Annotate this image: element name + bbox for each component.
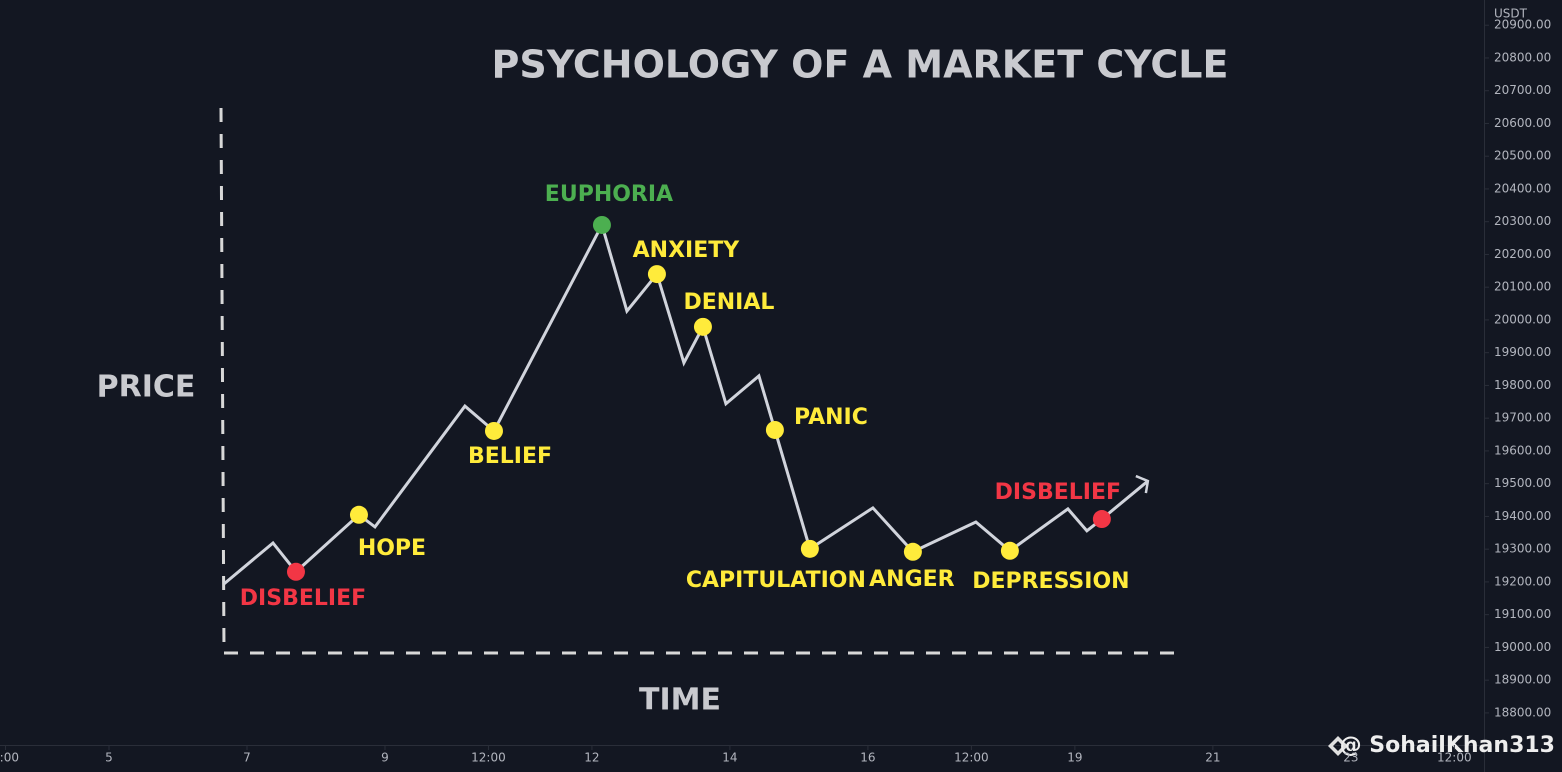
stage-marker [349, 505, 368, 524]
stage-marker [1092, 510, 1111, 529]
y-tick-label: 18800.00 [1494, 705, 1551, 719]
y-tick-label: 19500.00 [1494, 476, 1551, 490]
stage-marker [484, 421, 503, 440]
stage-marker [647, 265, 666, 284]
y-axis-label: PRICE [97, 370, 196, 405]
stage-label: DEPRESSION [972, 569, 1129, 594]
y-tick-label: 19000.00 [1494, 640, 1551, 654]
y-tick-label: 19700.00 [1494, 411, 1551, 425]
y-tick-label: 19800.00 [1494, 378, 1551, 392]
y-tick-label: 20400.00 [1494, 181, 1551, 195]
y-tick-label: 19300.00 [1494, 542, 1551, 556]
x-tick-label: 21 [1205, 751, 1220, 765]
y-tick-label: 19200.00 [1494, 574, 1551, 588]
stage-label: ANXIETY [633, 238, 741, 263]
stage-marker [286, 562, 305, 581]
stage-label: BELIEF [468, 444, 552, 469]
y-tick-label: 19400.00 [1494, 509, 1551, 523]
x-axis-label: TIME [639, 683, 721, 718]
stage-label: EUPHORIA [545, 182, 673, 207]
price-axis-sketch [219, 107, 226, 653]
y-tick-label: 18900.00 [1494, 673, 1551, 687]
stage-marker [693, 317, 712, 336]
x-tick-label: 7 [243, 751, 251, 765]
stage-label: DISBELIEF [995, 480, 1121, 505]
x-tick-label: 12:00 [471, 751, 506, 765]
y-tick-label: 20900.00 [1494, 18, 1551, 32]
x-tick-label: 14 [722, 751, 737, 765]
y-tick-label: 20000.00 [1494, 312, 1551, 326]
x-tick-label: 12:00 [1437, 751, 1472, 765]
stage-marker [1000, 541, 1019, 560]
x-tick-label: 19 [1067, 751, 1082, 765]
x-tick-label: 9 [381, 751, 389, 765]
stage-marker [800, 539, 819, 558]
y-tick-label: 20600.00 [1494, 116, 1551, 130]
y-tick-label: 20500.00 [1494, 149, 1551, 163]
x-tick-label: 12 [584, 751, 599, 765]
y-tick-label: 20700.00 [1494, 83, 1551, 97]
y-tick-label: 20200.00 [1494, 247, 1551, 261]
stage-label: HOPE [358, 536, 426, 561]
y-tick-label: 20800.00 [1494, 50, 1551, 64]
y-tick-label: 19900.00 [1494, 345, 1551, 359]
stage-label: PANIC [794, 405, 868, 430]
stage-label: DENIAL [683, 290, 774, 315]
y-tick-label: 19600.00 [1494, 443, 1551, 457]
arrow-head [1135, 474, 1150, 494]
stage-marker [592, 215, 611, 234]
y-tick-label: 20100.00 [1494, 280, 1551, 294]
chart-title: PSYCHOLOGY OF A MARKET CYCLE [492, 43, 1229, 87]
y-tick-label: 20300.00 [1494, 214, 1551, 228]
stage-label: DISBELIEF [240, 586, 366, 611]
x-tick-label: 16 [860, 751, 875, 765]
price-line [223, 220, 1149, 586]
stage-label: ANGER [869, 567, 955, 592]
watermark: @ SohailKhan313 [1340, 733, 1555, 758]
stage-marker [765, 420, 784, 439]
y-tick-label: 19100.00 [1494, 607, 1551, 621]
x-tick-label: 12:00 [954, 751, 989, 765]
x-tick-label: 5 [105, 751, 113, 765]
stage-marker [903, 542, 922, 561]
x-tick-label: 2:00 [0, 751, 19, 765]
x-tick-label: 23 [1343, 751, 1358, 765]
watermark-icon [1328, 736, 1348, 756]
y-unit: USDT [1494, 7, 1528, 21]
stage-label: CAPITULATION [686, 568, 866, 593]
